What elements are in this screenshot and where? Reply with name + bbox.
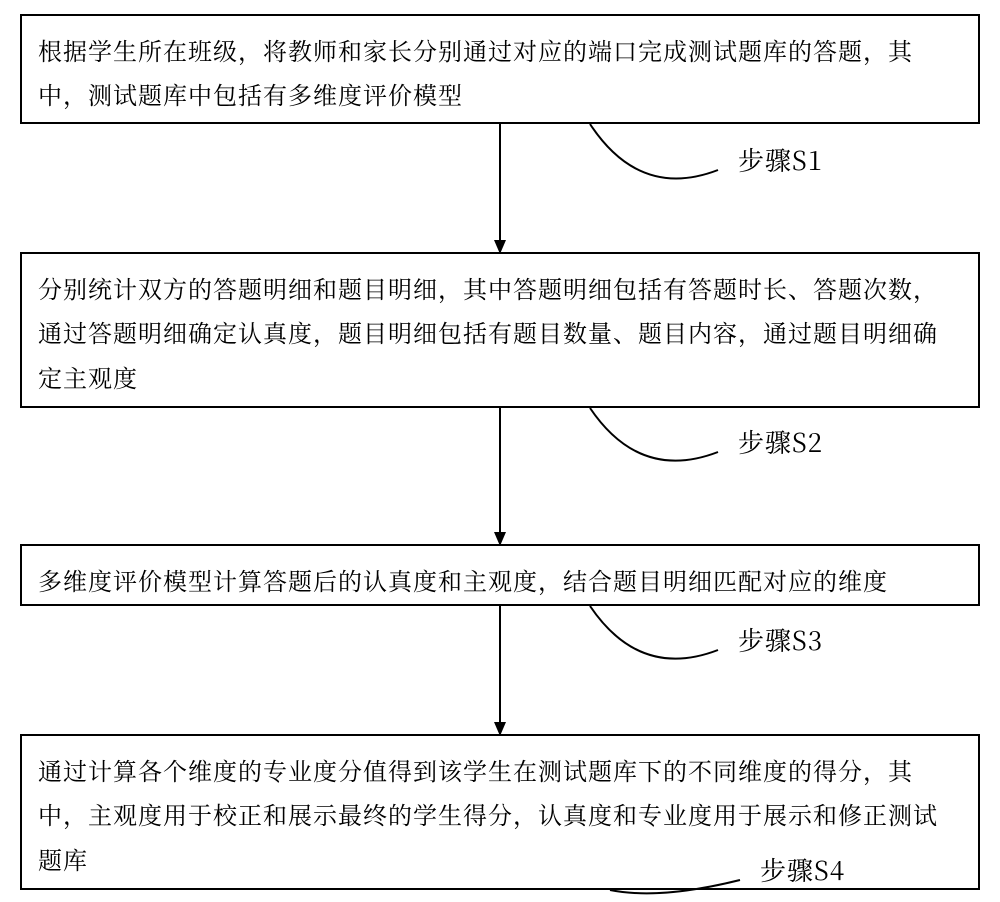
step-label-s1: 步骤S1 [738, 141, 823, 178]
step-box-s2: 分别统计双方的答题明细和题目明细，其中答题明细包括有答题时长、答题次数，通过答题… [20, 252, 980, 408]
callout-curve [590, 606, 718, 659]
step-text-s2: 分别统计双方的答题明细和题目明细，其中答题明细包括有答题时长、答题次数，通过答题… [38, 270, 938, 394]
step-label-s2: 步骤S2 [738, 423, 823, 460]
flowchart-canvas: 根据学生所在班级，将教师和家长分别通过对应的端口完成测试题库的答题，其中，测试题… [0, 0, 1000, 902]
step-box-s1: 根据学生所在班级，将教师和家长分别通过对应的端口完成测试题库的答题，其中，测试题… [20, 14, 980, 124]
step-box-s3: 多维度评价模型计算答题后的认真度和主观度，结合题目明细匹配对应的维度 [20, 544, 980, 606]
step-label-s4: 步骤S4 [760, 851, 845, 888]
step-text-s1: 根据学生所在班级，将教师和家长分别通过对应的端口完成测试题库的答题，其中，测试题… [38, 32, 913, 111]
step-label-s3: 步骤S3 [738, 621, 823, 658]
step-text-s3: 多维度评价模型计算答题后的认真度和主观度，结合题目明细匹配对应的维度 [38, 562, 888, 597]
callout-curve [590, 124, 718, 178]
callout-curve [590, 408, 718, 461]
